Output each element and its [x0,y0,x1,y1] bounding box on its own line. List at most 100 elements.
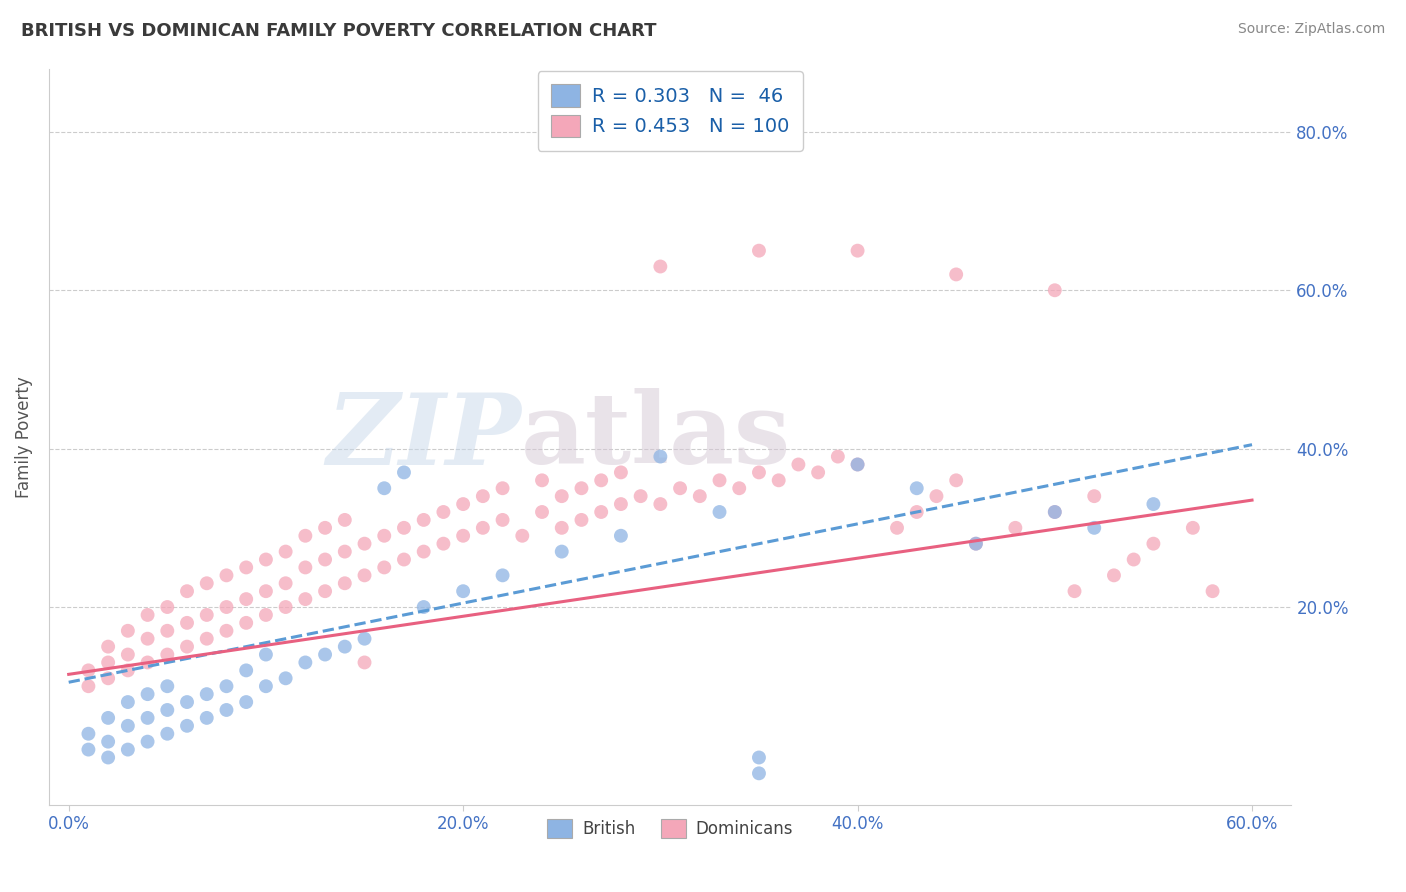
Point [254,679,277,693]
Point [412,513,434,527]
Point [195,607,218,622]
Point [176,695,198,709]
Point [176,719,198,733]
Point [235,560,257,574]
Point [571,513,593,527]
Point [925,489,948,503]
Point [156,679,179,693]
Point [1043,283,1066,297]
Point [353,537,375,551]
Point [709,473,731,487]
Point [1142,497,1164,511]
Point [650,260,672,274]
Point [945,473,967,487]
Point [97,671,120,685]
Point [77,742,100,756]
Point [491,513,513,527]
Point [274,576,297,591]
Point [412,600,434,615]
Point [610,497,633,511]
Point [650,497,672,511]
Point [314,584,336,599]
Point [451,497,474,511]
Point [1043,505,1066,519]
Legend: British, Dominicans: British, Dominicans [541,812,800,845]
Point [117,695,139,709]
Point [176,640,198,654]
Point [117,664,139,678]
Point [373,481,395,495]
Point [827,450,849,464]
Point [254,552,277,566]
Point [195,576,218,591]
Point [571,481,593,495]
Point [432,537,454,551]
Text: Source: ZipAtlas.com: Source: ZipAtlas.com [1237,22,1385,37]
Point [274,671,297,685]
Point [1043,505,1066,519]
Point [1083,521,1105,535]
Point [846,244,869,258]
Point [610,529,633,543]
Text: atlas: atlas [522,388,792,485]
Point [77,727,100,741]
Point [314,648,336,662]
Point [314,521,336,535]
Y-axis label: Family Poverty: Family Poverty [15,376,32,498]
Point [333,576,356,591]
Point [551,544,574,558]
Point [136,734,159,748]
Point [471,521,494,535]
Point [235,592,257,607]
Point [1102,568,1125,582]
Point [97,734,120,748]
Point [965,537,987,551]
Point [254,648,277,662]
Point [294,592,316,607]
Point [392,466,415,480]
Point [669,481,692,495]
Point [650,450,672,464]
Point [136,607,159,622]
Point [551,489,574,503]
Point [235,615,257,630]
Point [451,584,474,599]
Point [156,703,179,717]
Point [353,632,375,646]
Point [333,640,356,654]
Point [294,529,316,543]
Point [591,505,613,519]
Point [353,656,375,670]
Point [807,466,830,480]
Point [353,568,375,582]
Point [748,466,770,480]
Point [689,489,711,503]
Point [294,656,316,670]
Point [905,481,928,495]
Point [195,632,218,646]
Point [195,687,218,701]
Point [156,648,179,662]
Point [886,521,908,535]
Point [591,473,613,487]
Point [215,679,238,693]
Point [846,458,869,472]
Point [471,489,494,503]
Point [709,505,731,519]
Point [117,648,139,662]
Point [905,505,928,519]
Point [768,473,790,487]
Point [373,529,395,543]
Point [1083,489,1105,503]
Point [215,568,238,582]
Point [787,458,810,472]
Point [176,615,198,630]
Point [97,750,120,764]
Point [156,727,179,741]
Point [373,560,395,574]
Point [117,719,139,733]
Point [215,600,238,615]
Point [451,529,474,543]
Point [254,584,277,599]
Point [630,489,652,503]
